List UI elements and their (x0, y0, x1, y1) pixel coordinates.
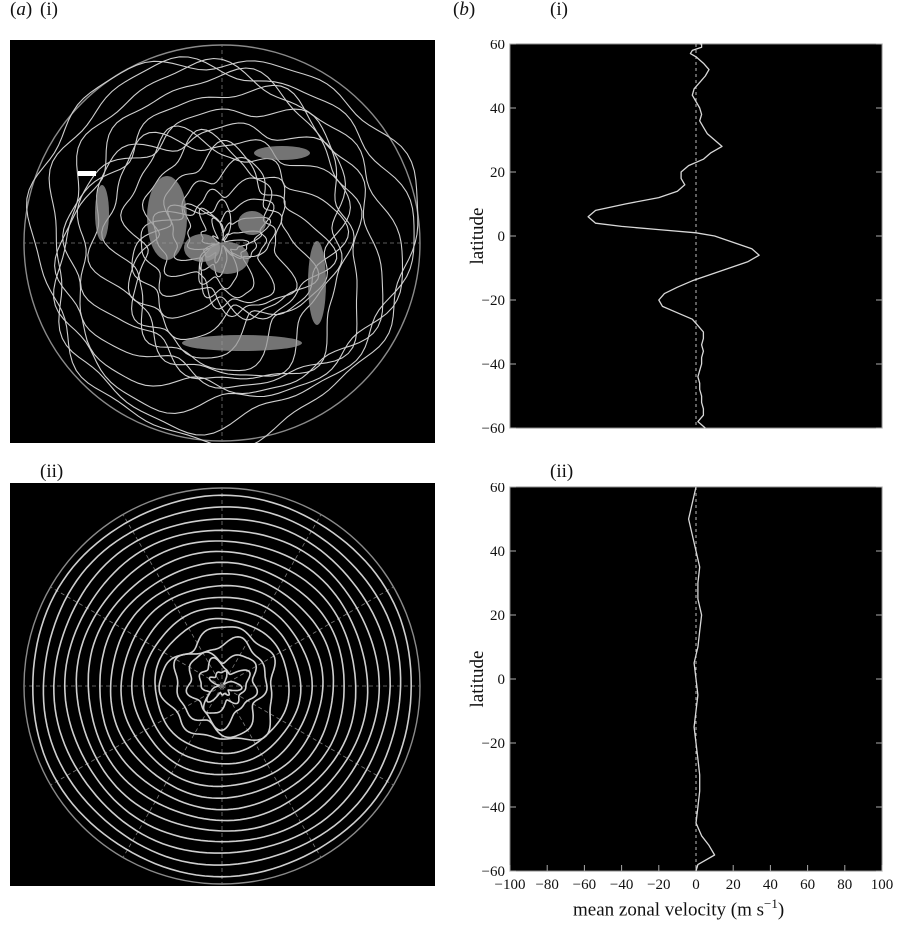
chart-ii-x-tick-label: 60 (800, 877, 815, 893)
chart-i-y-tick-label: 20 (490, 165, 505, 181)
chart-b-ii: 60 40 20 0 −20 −40 −60 −100 −80 −60 −40 −20 0 20 40 60 8… (460, 483, 901, 903)
polar-map-a-i (10, 40, 435, 443)
chart-ii-y-tick-label: 0 (498, 672, 506, 688)
chart-ii-x-tick-label: 0 (692, 877, 700, 893)
contour-lines (31, 494, 412, 878)
polar-contour-plot-turbulent (23, 44, 421, 443)
panel-label-b-i: (i) (550, 0, 568, 20)
chart-ii-x-tick-label: 80 (837, 877, 852, 893)
chart-ii-x-tick-label: 40 (763, 877, 778, 893)
velocity-profile-chart-i: 60 40 20 0 −20 −40 −60 (482, 40, 883, 437)
chart-i-y-tick-label: 0 (498, 229, 506, 245)
y-axis-label-i: latitude (467, 207, 488, 265)
polar-grid (23, 487, 421, 885)
x-axis-label: mean zonal velocity (m s−1) (573, 896, 785, 921)
y-axis-label-ii: latitude (467, 650, 488, 708)
chart-ii-x-tick-label: −100 (495, 877, 526, 893)
panel-label-a: (a) (10, 0, 33, 20)
chart-ii-x-tick-label: −20 (647, 877, 670, 893)
chart-i-y-tick-label: −60 (482, 421, 505, 437)
chart-ii-y-tick-label: −40 (482, 800, 505, 816)
panel-label-b-ii: (ii) (550, 461, 574, 482)
chart-i-y-tick-label: −40 (482, 357, 505, 373)
chart-ii-x-tick-label: −80 (535, 877, 558, 893)
chart-ii-series-line (687, 486, 716, 872)
panel-label-a-i: (i) (40, 0, 58, 20)
panel-label-a-ii: (ii) (40, 461, 64, 482)
chart-ii-y-tick-label: −20 (482, 736, 505, 752)
chart-ii-y-tick-label: 20 (490, 608, 505, 624)
chart-ii-y-tick-label: −60 (482, 864, 505, 880)
polar-contour-plot-zonal (23, 487, 421, 885)
chart-b-i: 60 40 20 0 −20 −40 −60 (460, 40, 901, 440)
chart-i-y-tick-label: 60 (490, 40, 505, 53)
chart-ii-x-tick-label: −40 (610, 877, 633, 893)
polar-map-a-ii (10, 483, 435, 886)
chart-ii-x-tick-label: −60 (573, 877, 596, 893)
chart-i-y-tick-label: −20 (482, 293, 505, 309)
chart-ii-x-tick-label: 100 (871, 877, 894, 893)
chart-i-series-line (587, 43, 760, 429)
chart-ii-y-tick-label: 60 (490, 483, 505, 496)
chart-i-y-tick-label: 40 (490, 101, 505, 117)
chart-ii-x-tick-label: 20 (726, 877, 741, 893)
panel-label-b: (b) (453, 0, 476, 20)
chart-ii-y-tick-label: 40 (490, 544, 505, 560)
